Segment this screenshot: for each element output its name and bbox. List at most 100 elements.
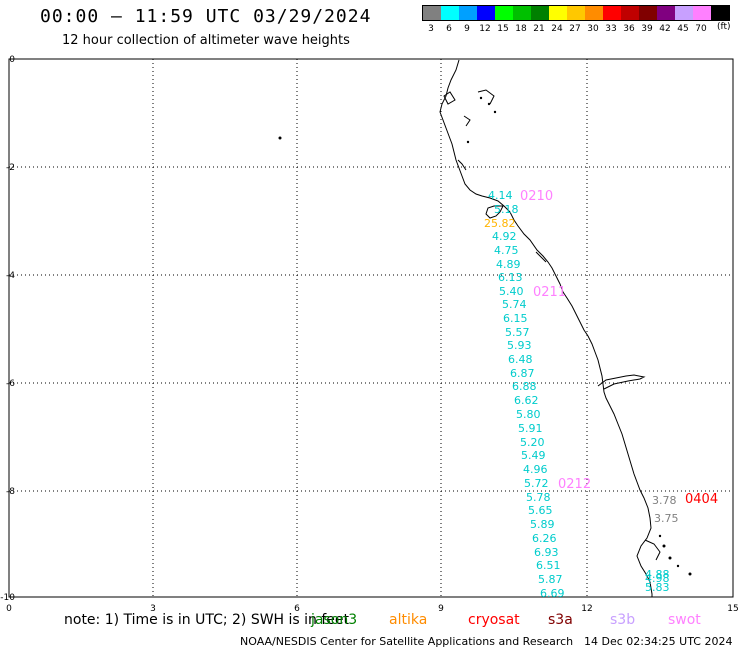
scale-label: 9 [464, 24, 470, 34]
scale-swatch [675, 6, 693, 20]
wave-height-label: 5.20 [520, 436, 545, 449]
lon-tick-label: 0 [6, 604, 12, 614]
wave-height-label: 6.15 [503, 312, 528, 325]
scale-label: 33 [605, 24, 617, 34]
track-time-label: 0210 [520, 189, 553, 204]
legend-item-s3b: s3b [610, 612, 636, 628]
color-scale: 3 6 9 12 15 18 21 24 27 30 33 36 39 42 45 70 (ft) [422, 5, 731, 34]
scale-label: 24 [551, 24, 563, 34]
wave-height-label: 5.40 [499, 285, 524, 298]
generation-timestamp: 14 Dec 02:34:25 UTC 2024 [584, 635, 733, 648]
wave-height-label: 6.51 [536, 559, 561, 572]
wave-height-label: 5.57 [505, 326, 530, 339]
lon-tick-label: 15 [727, 604, 738, 614]
wave-height-label: 5.72 [524, 477, 549, 490]
legend-item-altika: altika [389, 612, 428, 628]
scale-label: 18 [515, 24, 527, 34]
scale-label: 21 [533, 24, 545, 34]
wave-height-label: 6.87 [510, 367, 535, 380]
islands [278, 96, 692, 576]
lon-tick-label: 9 [438, 604, 444, 614]
wave-height-label: 4.96 [523, 463, 548, 476]
legend-item-swot: swot [668, 612, 701, 628]
color-scale-labels: 3 6 9 12 15 18 21 24 27 30 33 36 39 42 45 70 [422, 24, 730, 34]
scale-swatch [423, 6, 441, 20]
lat-tick-label: -2 [6, 163, 15, 173]
wave-height-label: 5.80 [516, 408, 541, 421]
wave-height-label: 6.88 [512, 380, 537, 393]
scale-swatch [513, 6, 531, 20]
scale-label: 15 [497, 24, 509, 34]
scale-swatch [567, 6, 585, 20]
legend-item-jason3: jason3 [311, 612, 358, 628]
wave-height-label: 5.83 [645, 581, 670, 594]
wave-height-label: 4.75 [494, 244, 519, 257]
track-time-label: 0211 [533, 285, 566, 300]
scale-unit: (ft) [717, 22, 731, 32]
wave-height-label: 6.13 [498, 271, 523, 284]
lat-tick-label: -4 [6, 271, 15, 281]
wave-height-label: 6.26 [532, 532, 557, 545]
wave-height-label: 3.78 [652, 494, 677, 507]
wave-height-label: 5.49 [521, 449, 546, 462]
wave-height-label: 4.14 [488, 189, 513, 202]
wave-height-label: 5.78 [526, 491, 551, 504]
axis-ticks: 0 3 6 9 12 15 0 -2 -4 -6 -8 -10 [0, 55, 738, 614]
scale-swatch [549, 6, 567, 20]
wave-height-label: 5.18 [494, 203, 519, 216]
coastline [439, 59, 661, 597]
lat-tick-label: -10 [0, 593, 15, 603]
scale-swatch [441, 6, 459, 20]
lat-tick-label: -6 [6, 379, 15, 389]
scale-label: 3 [428, 24, 434, 34]
wave-height-label: 5.93 [507, 339, 532, 352]
wave-height-label: 4.92 [492, 230, 517, 243]
scale-label: 45 [677, 24, 689, 34]
scale-swatch [603, 6, 621, 20]
scale-label: 30 [587, 24, 599, 34]
legend-item-s3a: s3a [548, 612, 573, 628]
wave-height-label: 4.89 [496, 258, 521, 271]
scale-label: 27 [569, 24, 581, 34]
wave-height-label: 5.91 [518, 422, 543, 435]
map-title: 00:00 – 11:59 UTC 03/29/2024 [40, 6, 372, 27]
lon-tick-label: 12 [581, 604, 592, 614]
scale-swatch [693, 6, 711, 20]
scale-label: 70 [695, 24, 707, 34]
scale-swatch [459, 6, 477, 20]
map-grid [9, 59, 733, 597]
color-scale-bar [422, 5, 730, 21]
credit-text: NOAA/NESDIS Center for Satellite Applica… [240, 635, 574, 648]
wave-height-label: 5.65 [528, 504, 553, 517]
lat-tick-label: 0 [9, 55, 15, 65]
scale-swatch [621, 6, 639, 20]
lat-tick-label: -8 [6, 487, 15, 497]
footer-note: note: 1) Time is in UTC; 2) SWH is in fe… [64, 612, 350, 628]
wave-height-label: 5.87 [538, 573, 563, 586]
wave-height-label: 6.48 [508, 353, 533, 366]
lon-tick-label: 6 [294, 604, 300, 614]
wave-height-label: 3.75 [654, 512, 679, 525]
scale-swatch [711, 6, 729, 20]
lon-tick-label: 3 [150, 604, 156, 614]
track-time-label: 0212 [558, 477, 591, 492]
scale-swatch [639, 6, 657, 20]
wave-height-label: 4.98 [645, 572, 670, 585]
scale-swatch [477, 6, 495, 20]
wave-height-label: 6.62 [514, 394, 539, 407]
wave-height-label: 6.69 [540, 587, 565, 600]
legend-item-cryosat: cryosat [468, 612, 520, 628]
wave-height-label: 5.89 [530, 518, 555, 531]
measurement-labels: 4.145.1825.824.924.754.896.135.405.746.1… [484, 189, 679, 600]
wave-height-label: 5.74 [502, 298, 527, 311]
scale-label: 12 [479, 24, 491, 34]
wave-height-label: 6.93 [534, 546, 559, 559]
wave-height-label: 25.82 [484, 217, 516, 230]
scale-label: 6 [446, 24, 452, 34]
scale-swatch [585, 6, 603, 20]
wave-height-label: 4.88 [645, 568, 670, 581]
scale-swatch [495, 6, 513, 20]
map-frame [8, 58, 734, 598]
scale-label: 36 [623, 24, 635, 34]
